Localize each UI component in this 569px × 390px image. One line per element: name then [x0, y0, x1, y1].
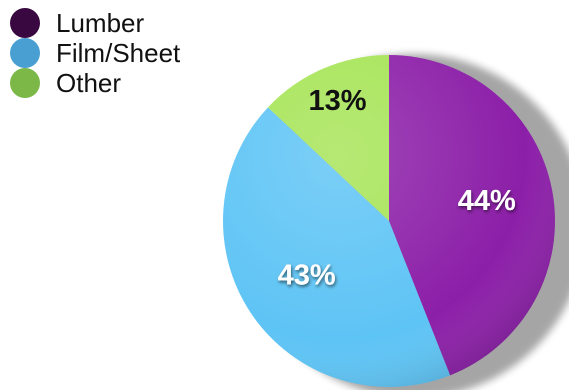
legend-swatch-lumber [10, 8, 40, 38]
legend: Lumber Film/Sheet Other [10, 8, 180, 98]
legend-label-other: Other [56, 68, 122, 98]
legend-swatch-other [10, 68, 40, 98]
legend-label-film-sheet: Film/Sheet [56, 38, 181, 68]
legend-item-film-sheet: Film/Sheet [10, 38, 180, 68]
legend-swatch-film-sheet [10, 38, 40, 68]
slice-label-other: 13% [309, 85, 367, 117]
slice-label-lumber: 44% [458, 185, 516, 217]
legend-item-other: Other [10, 68, 180, 98]
slice-label-film-sheet: 43% [278, 260, 336, 292]
legend-item-lumber: Lumber [10, 8, 180, 38]
legend-label-lumber: Lumber [56, 8, 145, 38]
